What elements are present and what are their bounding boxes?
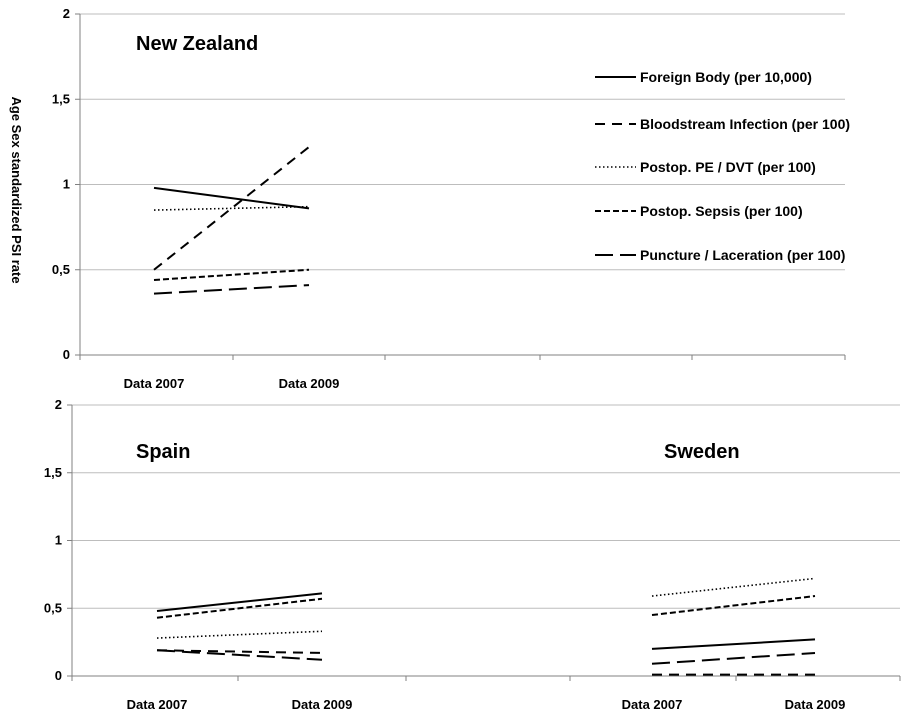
panel-title-2: Sweden — [664, 441, 740, 463]
series-line-2-2 — [651, 577, 816, 597]
y-tick-label-bottom-4: 2 — [55, 397, 62, 412]
panel-title-0: New Zealand — [136, 33, 258, 55]
y-tick-label-top-2: 1 — [63, 177, 70, 192]
legend-label-4: Puncture / Laceration (per 100) — [640, 247, 845, 263]
series-line-2-0 — [651, 638, 816, 650]
legend-label-1: Bloodstream Infection (per 100) — [640, 116, 850, 132]
series-line-1-3 — [156, 597, 323, 619]
series-line-2-3 — [651, 595, 816, 617]
x-tick-label-1-1: Data 2009 — [292, 697, 353, 712]
x-tick-label-2-1: Data 2009 — [785, 697, 846, 712]
x-tick-label-1-0: Data 2007 — [127, 697, 188, 712]
y-tick-label-bottom-3: 1,5 — [44, 465, 62, 480]
series-line-0-1 — [153, 146, 310, 271]
x-tick-label-0-1: Data 2009 — [279, 376, 340, 391]
legend-label-3: Postop. Sepsis (per 100) — [640, 203, 803, 219]
series-line-2-4 — [651, 651, 816, 665]
x-tick-label-0-0: Data 2007 — [124, 376, 185, 391]
y-tick-label-top-3: 1,5 — [52, 91, 70, 106]
series-line-1-4 — [156, 649, 323, 661]
series-line-0-2 — [153, 205, 310, 211]
series-line-0-4 — [153, 284, 310, 295]
series-line-0-3 — [153, 268, 310, 281]
legend-label-0: Foreign Body (per 10,000) — [640, 69, 812, 85]
y-tick-label-bottom-2: 1 — [55, 533, 62, 548]
series-line-1-0 — [156, 592, 323, 612]
x-tick-label-2-0: Data 2007 — [622, 697, 683, 712]
plot-layer: 0 0,5 1 1,5 2 0 0,5 1 1,5 2 New Zealand Data 2007 Da… — [44, 6, 901, 712]
y-axis-title: Age Sex standardized PSI rate — [9, 96, 24, 283]
series-line-1-2 — [156, 630, 323, 639]
series-line-0-0 — [153, 186, 310, 210]
y-tick-label-top-0: 0 — [63, 347, 70, 362]
y-tick-label-bottom-0: 0 — [55, 668, 62, 683]
legend-label-2: Postop. PE / DVT (per 100) — [640, 159, 816, 175]
series-line-1-1 — [156, 649, 323, 654]
y-tick-label-top-1: 0,5 — [52, 262, 70, 277]
y-tick-label-bottom-1: 0,5 — [44, 600, 62, 615]
y-tick-label-top-4: 2 — [63, 6, 70, 21]
panel-title-1: Spain — [136, 441, 190, 463]
